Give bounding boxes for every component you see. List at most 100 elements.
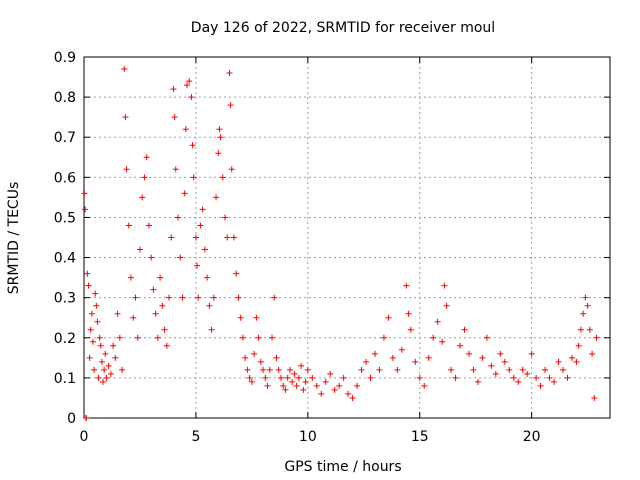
data-point (230, 234, 237, 241)
data-point (492, 370, 499, 377)
data-point (172, 166, 179, 173)
data-point (452, 374, 459, 381)
data-point (488, 362, 495, 369)
axis-ticks: 0 0.1 0.2 0.3 0.4 0.5 0.6 0.7 0.8 0.9 0 5 10 15 20 (54, 50, 610, 445)
data-point (248, 378, 255, 385)
data-point (170, 86, 177, 93)
data-point (542, 366, 549, 373)
data-point (199, 206, 206, 213)
data-point (171, 114, 178, 121)
data-point (470, 366, 477, 373)
data-point (260, 366, 267, 373)
data-point (425, 354, 432, 361)
data-point (448, 366, 455, 373)
data-point (537, 382, 544, 389)
data-point (434, 318, 441, 325)
data-point (239, 334, 246, 341)
data-point (298, 362, 305, 369)
x-tick-label: 0 (80, 429, 89, 445)
data-point (443, 302, 450, 309)
data-point (87, 326, 94, 333)
data-point (237, 314, 244, 321)
data-point (92, 290, 99, 297)
y-tick-label: 0.6 (54, 170, 76, 186)
data-point (564, 374, 571, 381)
data-point (94, 318, 101, 325)
data-point (457, 342, 464, 349)
data-point (123, 166, 130, 173)
data-point (86, 354, 93, 361)
data-point (139, 194, 146, 201)
data-point (224, 234, 231, 241)
data-point (204, 274, 211, 281)
data-point (515, 378, 522, 385)
data-point (318, 390, 325, 397)
data-point (591, 394, 598, 401)
data-point (577, 326, 584, 333)
data-point (103, 374, 110, 381)
data-point (130, 314, 137, 321)
x-axis-label: GPS time / hours (284, 459, 401, 475)
data-point (154, 334, 161, 341)
y-tick-label: 0.1 (54, 371, 76, 387)
data-point (584, 302, 591, 309)
data-point (222, 214, 229, 221)
data-point (586, 326, 593, 333)
data-point (83, 415, 90, 421)
data-point (575, 342, 582, 349)
data-point (573, 358, 580, 365)
data-point (251, 350, 258, 357)
data-point (227, 102, 234, 109)
data-point (497, 350, 504, 357)
data-point (95, 374, 102, 381)
data-point (121, 66, 128, 73)
data-point (568, 354, 575, 361)
data-point (189, 142, 196, 149)
y-tick-label: 0 (67, 411, 76, 427)
data-point (367, 374, 374, 381)
data-point (82, 206, 89, 213)
data-point (186, 78, 193, 85)
data-point (81, 190, 88, 197)
data-point (354, 382, 361, 389)
data-point (125, 222, 132, 229)
data-point (593, 334, 600, 341)
data-point (345, 390, 352, 397)
data-point (255, 334, 262, 341)
data-point (331, 386, 338, 393)
data-point (262, 374, 269, 381)
data-point (161, 326, 168, 333)
data-point (141, 174, 148, 181)
data-point (194, 262, 201, 269)
data-point (213, 194, 220, 201)
data-point (483, 334, 490, 341)
data-point (405, 310, 412, 317)
data-point (264, 382, 271, 389)
data-point (465, 350, 472, 357)
data-point (293, 382, 300, 389)
data-point (233, 270, 240, 277)
data-point (228, 166, 235, 173)
data-point (309, 374, 316, 381)
data-point (201, 246, 208, 253)
data-point (302, 378, 309, 385)
data-point (219, 174, 226, 181)
data-point (421, 382, 428, 389)
data-point (132, 294, 139, 301)
data-point (181, 190, 188, 197)
data-point (168, 234, 175, 241)
data-point (98, 358, 105, 365)
data-point (266, 366, 273, 373)
data-point (291, 370, 298, 377)
data-point (179, 294, 186, 301)
data-point (524, 370, 531, 377)
data-point (215, 150, 222, 157)
data-point (289, 378, 296, 385)
data-point (506, 366, 513, 373)
data-point (84, 270, 91, 277)
data-point (589, 350, 596, 357)
data-point (304, 366, 311, 373)
data-point (246, 374, 253, 381)
data-point (582, 294, 589, 301)
